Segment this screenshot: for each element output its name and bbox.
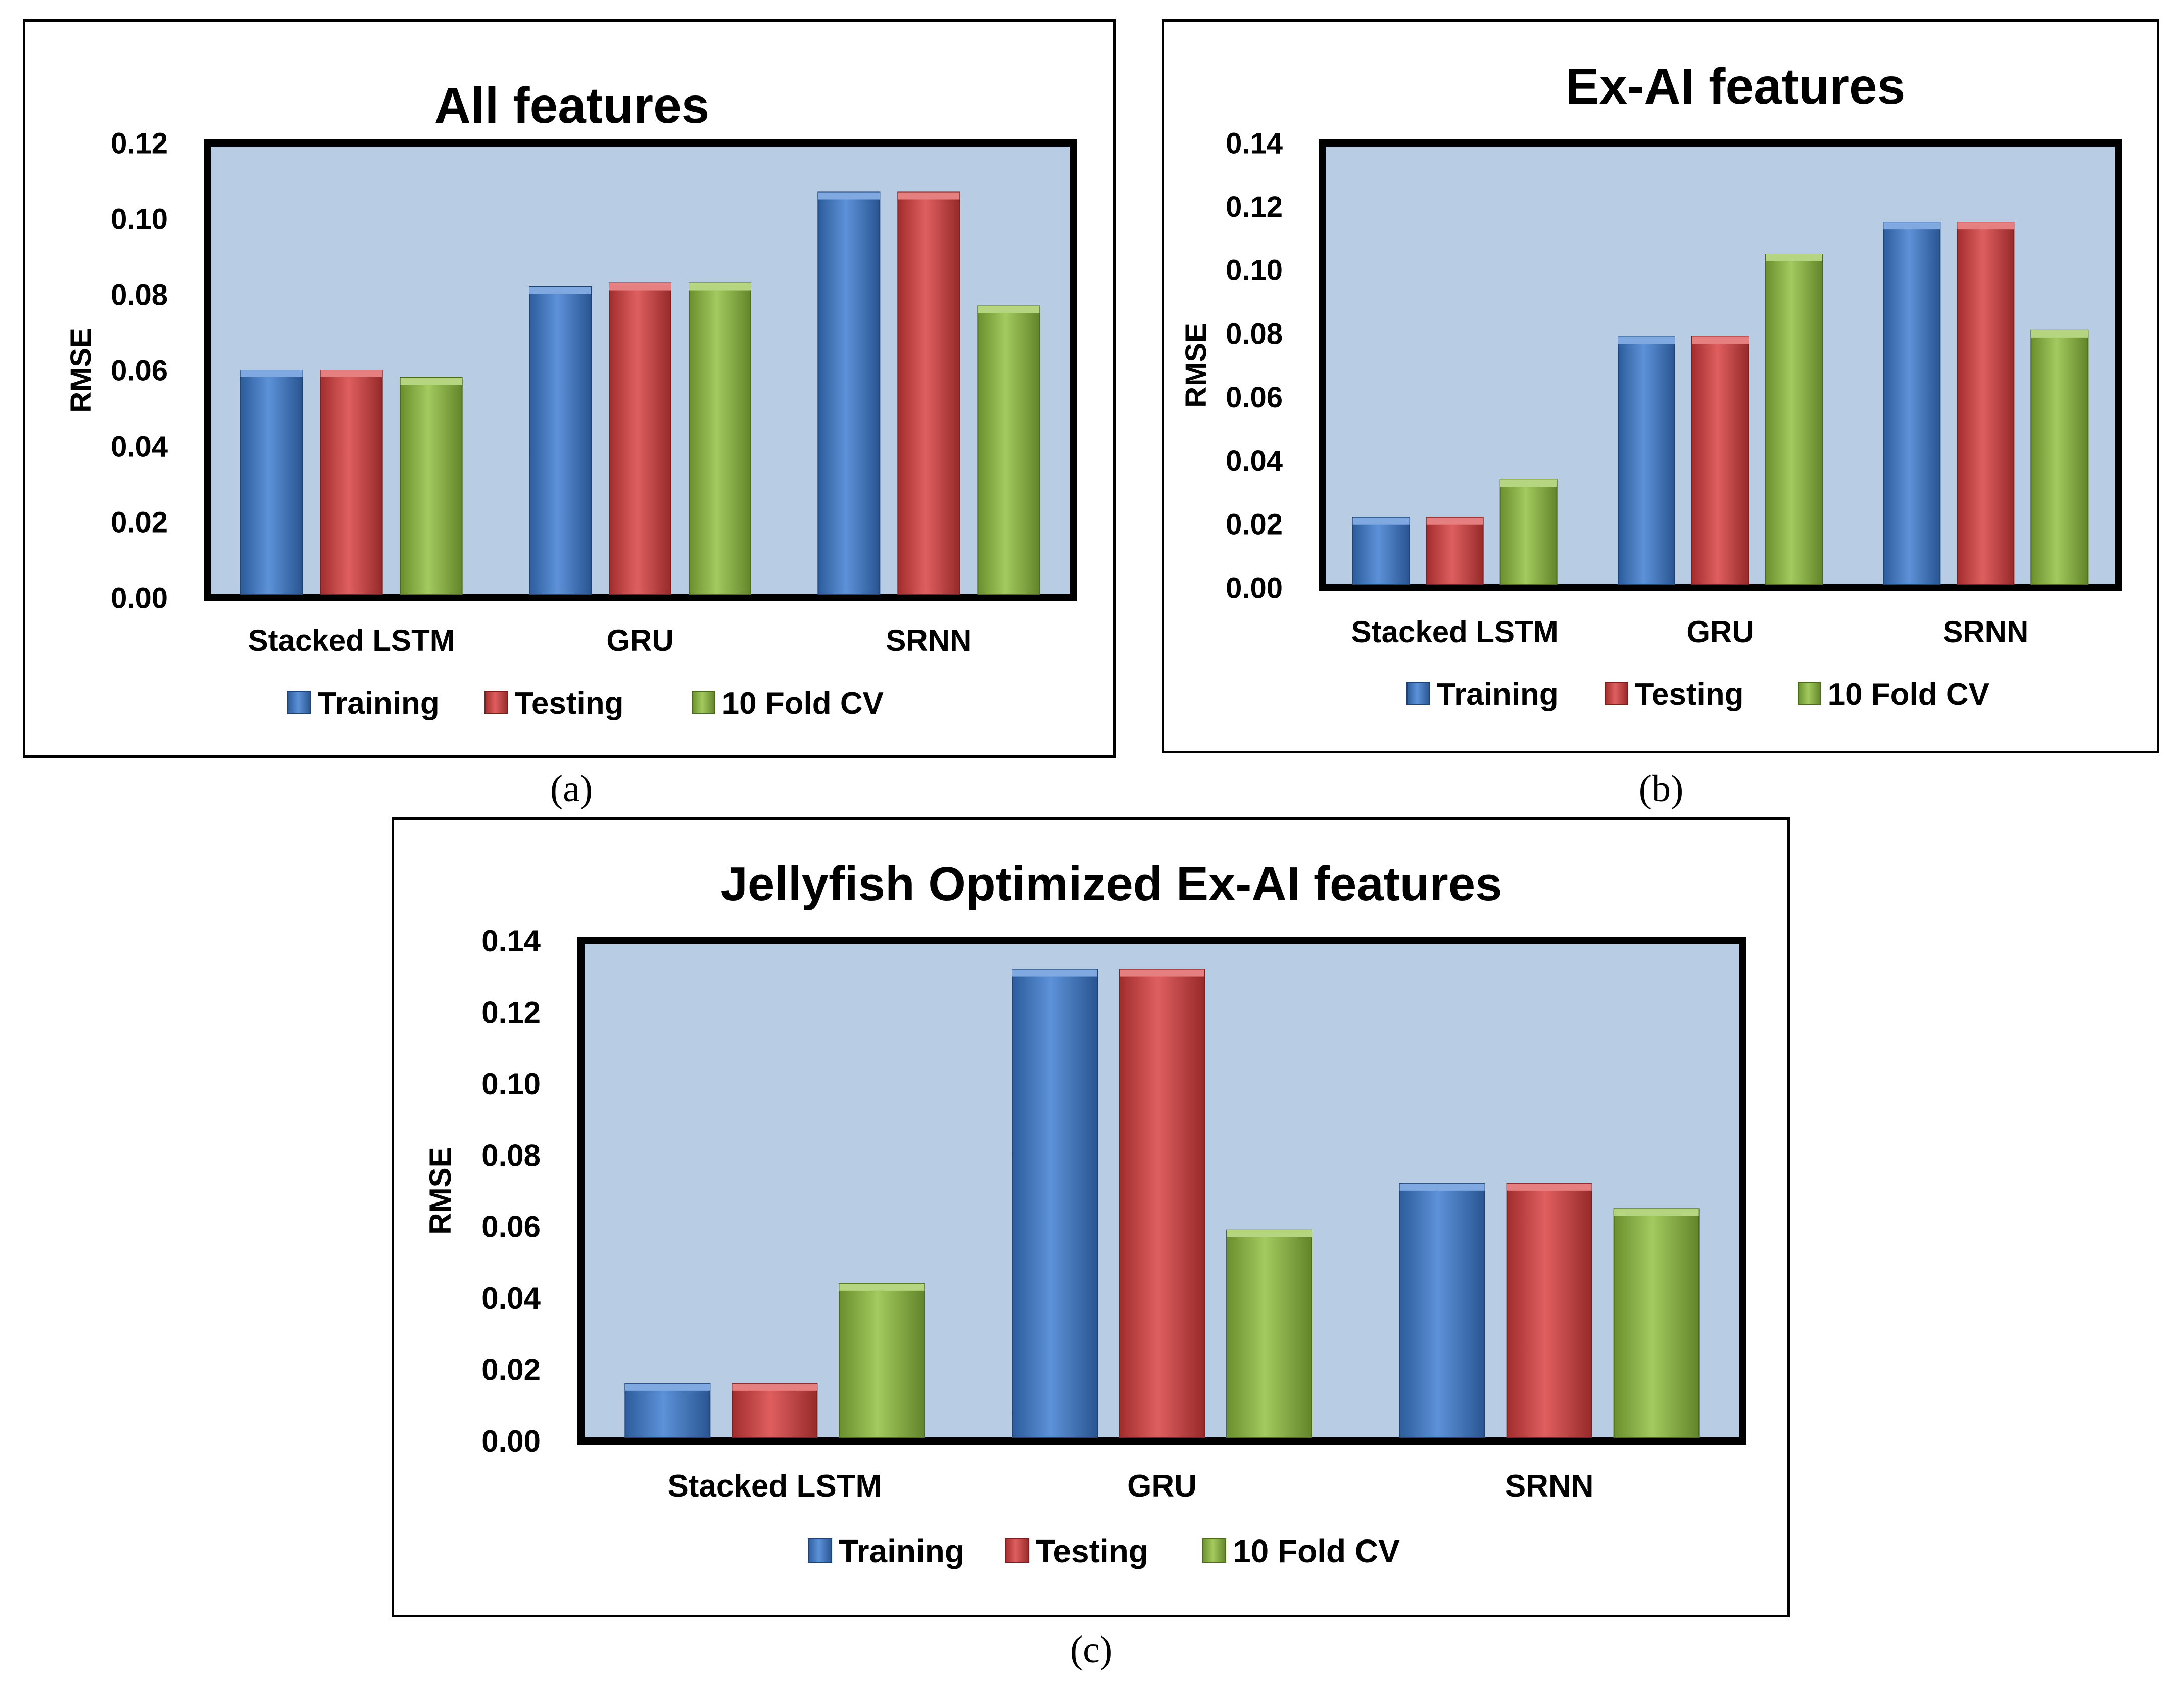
chart-c-bar-testing-0 <box>732 1383 818 1438</box>
svg-text:10 Fold CV: 10 Fold CV <box>1233 1533 1400 1569</box>
chart-a-bar-cv-2 <box>977 305 1040 595</box>
chart-a-bar-testing-2 <box>897 191 960 595</box>
chart-b-ytick-label: 0.02 <box>1226 508 1283 541</box>
chart-c-ytick-label: 0.00 <box>481 1424 541 1458</box>
chart-b-category-label: Stacked LSTM <box>1351 615 1559 649</box>
chart-a-title: All features <box>434 77 710 134</box>
chart-a-legend-cv: 10 Fold CV <box>692 686 884 721</box>
chart-b-ytick-label: 0.00 <box>1226 571 1283 604</box>
chart-b-legend-testing: Testing <box>1605 677 1743 712</box>
chart-a-category-label: SRNN <box>886 623 972 657</box>
chart-b-ylabel: RMSE <box>1180 323 1212 408</box>
chart-c-bar-training-0 <box>624 1383 711 1438</box>
chart-c-legend-training: Training <box>808 1533 964 1569</box>
chart-c-ytick-label: 0.06 <box>481 1210 541 1244</box>
chart-a-bar-testing-1 <box>609 282 671 595</box>
svg-text:Testing: Testing <box>1635 677 1744 712</box>
chart-a-ytick-label: 0.06 <box>111 354 168 387</box>
chart-panel-c: Jellyfish Optimized Ex-AI features 0.00 0.… <box>392 817 1790 1617</box>
chart-b-ytick-label: 0.10 <box>1226 254 1283 287</box>
chart-c-bar-cv-0 <box>839 1283 925 1438</box>
chart-b-ytick-label: 0.08 <box>1226 317 1283 350</box>
chart-a-bar-training-0 <box>240 370 303 595</box>
chart-b-ytick-label: 0.06 <box>1226 381 1283 414</box>
chart-b-legend-training: Training <box>1406 677 1559 712</box>
chart-b-svg: Ex-AI features 0.00 0.02 0.04 0.06 0.08 0.10 0.… <box>1180 58 2122 712</box>
chart-b-bar-training-2 <box>1883 222 1941 585</box>
chart-b-bar-cv-0 <box>1499 479 1558 585</box>
svg-text:10 Fold CV: 10 Fold CV <box>722 686 884 721</box>
chart-a-ytick-label: 0.08 <box>111 278 168 311</box>
chart-a-legend-training: Training <box>287 686 440 721</box>
svg-text:Testing: Testing <box>1036 1533 1148 1569</box>
chart-b-bar-cv-1 <box>1765 254 1823 585</box>
chart-c-bar-cv-1 <box>1226 1229 1312 1438</box>
chart-a-bar-cv-1 <box>689 282 751 595</box>
chart-b-bar-testing-0 <box>1426 517 1484 585</box>
chart-c-category-label: Stacked LSTM <box>667 1469 882 1504</box>
chart-c-ytick-label: 0.08 <box>481 1138 541 1172</box>
chart-b-bar-training-1 <box>1618 336 1675 585</box>
chart-b-category-label: SRNN <box>1943 615 2028 649</box>
chart-panel-b: Ex-AI features 0.00 0.02 0.04 0.06 0.08 0.10 0.… <box>1162 19 2159 753</box>
chart-c-category-label: SRNN <box>1505 1469 1594 1504</box>
chart-c-category-label: GRU <box>1127 1469 1197 1504</box>
caption-b: (b) <box>1638 767 1684 810</box>
chart-a-ytick-label: 0.12 <box>111 127 168 160</box>
chart-a-ytick-label: 0.04 <box>111 430 168 463</box>
chart-b-title: Ex-AI features <box>1566 58 1905 115</box>
chart-a-bar-training-1 <box>529 286 592 595</box>
chart-b-ytick-label: 0.04 <box>1226 445 1283 477</box>
chart-c-bar-training-2 <box>1399 1183 1485 1438</box>
chart-c-bar-cv-2 <box>1613 1208 1700 1438</box>
chart-c-legend-cv: 10 Fold CV <box>1202 1533 1400 1569</box>
caption-a: (a) <box>550 767 593 810</box>
chart-c-ylabel: RMSE <box>423 1147 457 1234</box>
chart-a-legend-testing: Testing <box>484 686 624 721</box>
chart-a-ytick-label: 0.10 <box>111 203 168 235</box>
chart-c-ytick-label: 0.04 <box>481 1281 541 1315</box>
chart-c-svg: Jellyfish Optimized Ex-AI features 0.00 0.… <box>423 857 1746 1569</box>
caption-c: (c) <box>1070 1628 1113 1671</box>
chart-a-category-label: GRU <box>606 623 673 657</box>
chart-c-ytick-label: 0.12 <box>481 995 541 1029</box>
svg-text:10 Fold CV: 10 Fold CV <box>1828 677 1989 712</box>
chart-c-ytick-label: 0.02 <box>481 1353 541 1387</box>
chart-a-ytick-label: 0.00 <box>111 582 168 614</box>
chart-b-bar-training-0 <box>1352 517 1410 585</box>
chart-a-ytick-label: 0.02 <box>111 506 168 539</box>
chart-c-legend-testing: Testing <box>1005 1533 1148 1569</box>
chart-b-category-label: GRU <box>1686 615 1754 649</box>
chart-b-bar-cv-2 <box>2030 329 2089 585</box>
svg-text:Training: Training <box>318 686 440 721</box>
chart-c-ytick-label: 0.14 <box>481 924 541 958</box>
chart-c-bar-testing-1 <box>1119 969 1205 1438</box>
svg-text:Training: Training <box>839 1533 964 1569</box>
chart-panel-a: All features 0.00 0.02 0.04 0.06 0.08 0.10 0.12… <box>23 19 1116 758</box>
chart-b-ytick-label: 0.14 <box>1226 127 1283 160</box>
chart-a-bar-testing-0 <box>320 370 383 595</box>
chart-b-ytick-label: 0.12 <box>1226 190 1283 223</box>
chart-b-legend-cv: 10 Fold CV <box>1798 677 1989 712</box>
chart-b-bar-testing-1 <box>1691 336 1749 585</box>
chart-c-bar-training-1 <box>1012 969 1098 1438</box>
chart-c-ytick-label: 0.10 <box>481 1067 541 1101</box>
chart-a-bar-training-2 <box>817 191 881 595</box>
chart-a-svg: All features 0.00 0.02 0.04 0.06 0.08 0.10 0.12… <box>65 77 1077 721</box>
chart-a-category-label: Stacked LSTM <box>248 623 455 657</box>
chart-a-ylabel: RMSE <box>65 328 98 413</box>
svg-text:Testing: Testing <box>515 686 624 721</box>
chart-a-bar-cv-0 <box>400 377 463 595</box>
chart-c-bar-testing-2 <box>1506 1183 1592 1438</box>
chart-b-bar-testing-2 <box>1957 222 2015 585</box>
chart-c-title: Jellyfish Optimized Ex-AI features <box>720 857 1502 911</box>
svg-text:Training: Training <box>1437 677 1559 712</box>
